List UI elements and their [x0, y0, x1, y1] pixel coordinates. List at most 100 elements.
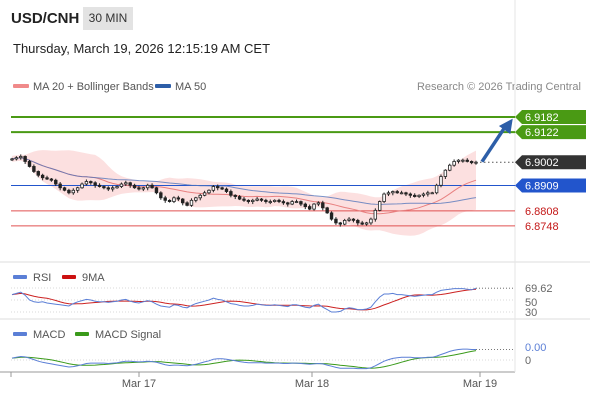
level-tag-2 [515, 155, 586, 170]
candle [233, 194, 237, 197]
candle [329, 212, 334, 220]
candle [272, 199, 277, 202]
candle [181, 198, 185, 204]
candle [364, 222, 369, 225]
level-label-3: 6.8909 [525, 181, 559, 193]
candle [281, 201, 286, 204]
legend-label-macd-signal: MACD Signal [95, 329, 161, 341]
candle [128, 182, 132, 186]
candle [150, 184, 154, 189]
candle [62, 187, 67, 191]
candle [413, 194, 417, 197]
forecast-arrow-layer [480, 118, 513, 163]
symbol-title: USD/CNH [11, 10, 80, 27]
candle [36, 171, 40, 176]
candle [395, 191, 399, 194]
candle [198, 194, 202, 199]
rsi-line [11, 287, 477, 313]
candle [294, 201, 299, 203]
rsi-9ma-line [11, 288, 477, 311]
candle [242, 198, 246, 201]
candle [229, 191, 233, 196]
ma50-line [11, 157, 477, 205]
candle [277, 199, 281, 202]
legend-swatch-macd [13, 332, 27, 336]
candle [351, 218, 356, 221]
candle [334, 218, 338, 224]
macd-axis-label: 0.00 [525, 342, 546, 354]
candle [268, 201, 272, 203]
candle [167, 199, 172, 202]
candle [154, 187, 159, 194]
level-label-1: 6.9122 [525, 127, 559, 139]
level-label-0: 6.9182 [525, 112, 559, 124]
candle [202, 192, 207, 196]
candle [251, 199, 255, 202]
candle [255, 198, 259, 201]
legend-label-rsi-9ma: 9MA [82, 272, 105, 284]
candle [325, 207, 329, 214]
candle [163, 197, 167, 201]
candle [102, 186, 106, 189]
candle [185, 202, 189, 206]
candle [224, 188, 229, 192]
candle [75, 187, 80, 191]
level-labels-layer: 6.9182 6.9122 6.9002 6.8909 6.8808 6.8748 [515, 110, 586, 233]
forecast-arrow-shaft [480, 126, 507, 163]
candle [106, 187, 111, 190]
level-label-5: 6.8748 [525, 221, 559, 233]
candle [172, 197, 176, 202]
candle [89, 181, 93, 184]
candle [32, 166, 36, 172]
rsi-axis-label: 30 [525, 307, 537, 319]
candle [456, 159, 461, 162]
level-tag-3 [515, 178, 586, 193]
legend-label-rsi: RSI [33, 272, 51, 284]
candle [377, 201, 382, 211]
candle [49, 178, 54, 181]
candle [80, 183, 84, 189]
legend-label-ma20: MA 20 + Bollinger Bands [33, 81, 154, 93]
candle [194, 197, 198, 201]
candle [373, 209, 378, 220]
candle [369, 218, 373, 224]
candle [211, 186, 216, 191]
x-axis-ticks: Mar 17 Mar 18 Mar 19 [10, 372, 497, 390]
candle [465, 159, 469, 162]
moving-averages-layer [11, 157, 477, 215]
candle [342, 219, 347, 225]
candle [448, 164, 452, 171]
legend-label-ma50: MA 50 [175, 81, 206, 93]
macd-axis-label: 0 [525, 355, 531, 367]
candle [176, 197, 181, 200]
macd-signal-line [11, 350, 477, 369]
candle [382, 193, 386, 202]
candles-layer [10, 154, 478, 227]
candle [97, 184, 102, 187]
candle [347, 218, 351, 221]
candle [303, 203, 307, 207]
candle [299, 201, 303, 205]
candle [216, 186, 220, 189]
candle [338, 222, 343, 225]
level-label-2: 6.9002 [525, 157, 559, 169]
timeframe-button[interactable]: 30 MIN [83, 7, 133, 30]
candle [45, 177, 49, 180]
candle [93, 182, 97, 186]
candle [23, 156, 27, 162]
candle [434, 184, 439, 194]
timestamp: Thursday, March 19, 2026 12:15:19 AM CET [13, 41, 271, 56]
legend-label-macd: MACD [33, 329, 65, 341]
candle [58, 183, 62, 189]
macd-line [11, 348, 476, 370]
legend-swatch-ma50 [155, 84, 171, 88]
rsi-axis-label: 50 [525, 297, 537, 309]
level-tag-1 [515, 125, 586, 140]
candle [360, 222, 364, 225]
candle [132, 184, 137, 189]
candle [356, 219, 360, 224]
bollinger-band-layer [12, 150, 476, 236]
candle [286, 202, 290, 205]
x-tick-label: Mar 17 [122, 378, 156, 390]
